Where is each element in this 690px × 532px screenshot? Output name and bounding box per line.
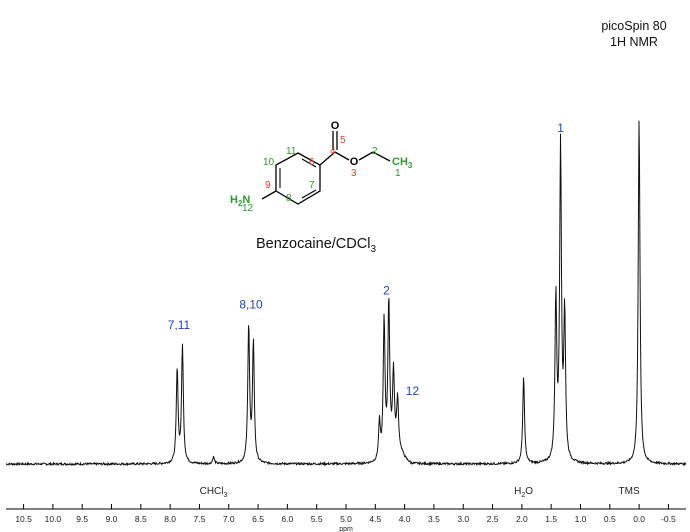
solvent-label: CHCl3	[200, 486, 228, 499]
atom-number: 3	[351, 168, 357, 179]
solvent-label: TMS	[619, 486, 640, 497]
peak-label: 8,10	[239, 297, 263, 311]
x-tick-label: 6.5	[252, 514, 264, 524]
x-tick-label: 0.5	[604, 514, 616, 524]
peak-label: 7,11	[168, 318, 191, 332]
atom-nh2: H2N	[230, 194, 250, 208]
ring-double-bond	[301, 158, 317, 168]
x-tick-label: 8.0	[164, 514, 176, 524]
x-tick-label: 7.5	[194, 514, 206, 524]
peak-label: 12	[406, 384, 420, 398]
x-tick-label: 2.5	[487, 514, 499, 524]
chemical-structure: O O CH3 H2N 5 4 6 3 2 1 11 10 9 7 8 12	[230, 120, 413, 214]
atom-ch3: CH3	[392, 156, 413, 170]
ring-double-bond	[301, 189, 317, 199]
x-tick-label: 5.0	[340, 514, 352, 524]
x-tick-label: 3.0	[457, 514, 469, 524]
spectrum-trace	[5, 120, 687, 467]
experiment-type: 1H NMR	[610, 35, 658, 49]
atom-number: 12	[242, 203, 254, 214]
atom-number: 6	[309, 157, 315, 168]
x-tick-label: 0.0	[633, 514, 645, 524]
x-tick-label: 4.5	[369, 514, 381, 524]
atom-number: 10	[263, 157, 275, 168]
x-axis-ticks: 10.5 10.0 9.5 9.0 8.5 8.0 7.5 7.0 6.5 6.0 5.5 5.0 4.…	[15, 504, 676, 524]
x-tick-label: 8.5	[135, 514, 147, 524]
x-tick-label: 3.5	[428, 514, 440, 524]
peak-label: 1	[557, 121, 564, 135]
x-tick-label: -0.5	[661, 514, 676, 524]
atom-number: 4	[330, 146, 336, 157]
x-tick-label: 1.5	[545, 514, 557, 524]
x-axis-label: ppm	[339, 526, 353, 532]
x-tick-label: 9.5	[76, 514, 88, 524]
atom-number: 2	[372, 146, 378, 157]
x-tick-label: 2.0	[516, 514, 528, 524]
x-tick-label: 7.0	[223, 514, 235, 524]
x-tick-label: 10.0	[45, 514, 62, 524]
atom-number: 7	[309, 180, 315, 191]
atom-number: 5	[340, 135, 346, 146]
peak-label: 2	[383, 283, 390, 297]
atom-o-carbonyl: O	[331, 120, 340, 132]
bond	[358, 151, 374, 161]
x-tick-label: 4.0	[399, 514, 411, 524]
x-tick-label: 6.0	[281, 514, 293, 524]
bond	[334, 151, 350, 161]
bond	[372, 151, 391, 162]
solvent-label: H2O	[514, 486, 533, 499]
solvent-labels: CHCl3 H2O TMS	[200, 486, 640, 499]
x-tick-label: 1.0	[575, 514, 587, 524]
atom-number: 8	[286, 193, 292, 204]
x-tick-label: 5.5	[311, 514, 323, 524]
bond	[261, 190, 277, 200]
x-tick-label: 9.0	[106, 514, 118, 524]
x-tick-label: 10.5	[15, 514, 32, 524]
compound-label: Benzocaine/CDCl3	[256, 236, 376, 255]
atom-number: 1	[395, 168, 401, 179]
instrument-name: picoSpin 80	[601, 19, 666, 33]
atom-o-ester: O	[350, 156, 359, 168]
atom-number: 11	[286, 146, 297, 157]
atom-number: 9	[265, 180, 271, 191]
bond	[319, 151, 336, 166]
